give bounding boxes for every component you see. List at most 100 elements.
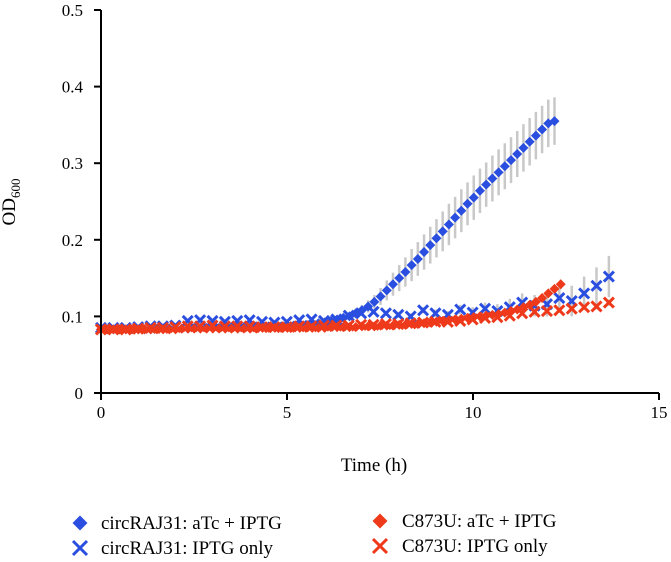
point-s0-64 [493,167,504,178]
x-tick-label-2: 10 [465,403,482,422]
point-s2-70 [530,296,541,307]
point-s1-39 [578,287,591,300]
point-s0-44 [369,296,380,307]
point-s3-8 [194,320,207,333]
point-s1-37 [553,291,566,305]
point-s0-49 [400,266,411,277]
y-tick-label-5: 0.5 [62,1,83,20]
axes [100,10,659,394]
legend-label-2: C873U: aTc + IPTG [402,511,557,532]
point-s0-54 [431,233,442,244]
y-tick-label-3: 0.3 [62,154,83,173]
point-s0-52 [419,247,430,258]
y-tick-label-4: 0.4 [62,78,84,97]
point-s0-66 [506,155,517,166]
point-s1-21 [355,307,368,320]
point-s3-33 [503,309,516,322]
point-s0-70 [530,130,541,141]
point-s0-56 [443,219,454,230]
point-s0-51 [412,253,423,264]
legend-label-0: circRAJ31: aTc + IPTG [101,513,282,534]
y-tick-label-2: 0.2 [62,231,83,250]
point-s0-58 [456,205,467,216]
legend-marker-2 [372,513,388,529]
point-s1-23 [379,307,392,320]
point-s0-67 [512,149,523,160]
point-s0-53 [425,240,436,251]
ticks: 0 5 10 15 0 0.1 0.2 0.3 0.4 0.5 [62,1,668,422]
point-s3-24 [392,317,405,331]
point-s3-39 [578,301,591,314]
point-s3-19 [330,319,343,332]
point-s0-60 [468,192,479,203]
point-s0-59 [462,198,473,209]
x-tick-label-0: 0 [97,403,106,422]
point-s3-37 [553,304,566,317]
point-s3-7 [181,320,194,333]
point-s3-30 [466,313,479,326]
point-s0-61 [474,185,485,196]
point-s0-55 [437,226,448,237]
point-s3-32 [491,311,504,324]
point-s3-12 [243,320,256,333]
point-s3-22 [367,318,380,331]
point-s3-21 [355,318,368,331]
point-s3-18 [317,319,331,332]
legend-label-1: circRAJ31: IPTG only [101,538,274,559]
point-s3-28 [441,315,454,328]
point-s0-45 [375,291,386,302]
point-s3-15 [280,321,293,334]
point-s3-20 [342,319,355,332]
point-s3-13 [255,321,269,334]
point-s0-69 [524,136,535,147]
point-s0-63 [487,173,498,184]
point-s3-17 [305,320,318,333]
y-tick-label-0: 0 [75,384,84,403]
point-s3-5 [156,321,169,334]
point-s3-10 [218,320,231,333]
point-s0-46 [381,285,392,296]
point-s3-11 [231,320,244,333]
point-s0-57 [450,212,461,223]
point-s3-38 [565,302,578,315]
point-s3-36 [540,304,554,318]
point-s3-6 [169,321,182,334]
y-axis-title-subscript: 600 [8,179,23,199]
point-s3-2 [119,323,132,336]
point-s0-62 [481,179,492,190]
point-s3-14 [268,321,281,334]
point-s3-3 [132,322,145,335]
point-s3-29 [454,314,467,328]
legend-marker-3 [371,537,389,555]
point-s3-40 [590,300,603,313]
point-s1-24 [392,308,405,321]
point-s3-23 [379,317,392,331]
legend-marker-1 [71,539,89,557]
point-s2-74 [555,279,566,290]
y-tick-label-1: 0.1 [62,307,83,326]
point-s1-26 [417,304,430,317]
point-s3-26 [417,316,430,329]
point-s3-35 [528,305,541,318]
point-s0-48 [394,273,405,284]
point-s3-41 [602,296,615,309]
point-s1-22 [367,305,380,318]
legend-marker-0 [72,515,88,531]
point-s3-9 [206,319,219,332]
data-points [94,116,615,336]
point-s3-27 [429,315,442,328]
point-s2-72 [543,288,554,299]
point-s3-16 [293,320,306,333]
legend: circRAJ31: aTc + IPTG circRAJ31: IPTG onl… [71,511,557,559]
point-s0-47 [387,279,398,290]
point-s2-73 [549,283,560,294]
point-s0-50 [406,260,417,271]
point-s1-29 [454,303,467,316]
x-axis-title: Time (h) [341,455,407,476]
x-tick-label-1: 5 [283,403,292,422]
point-s3-1 [107,323,120,336]
point-s1-41 [602,270,615,283]
point-s0-71 [537,124,548,135]
point-s0-73 [549,116,560,127]
point-s2-63 [487,309,498,320]
